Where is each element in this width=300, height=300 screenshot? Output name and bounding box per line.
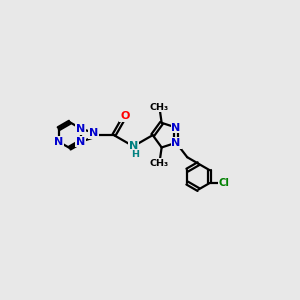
Text: Cl: Cl <box>219 178 230 188</box>
Text: N: N <box>54 136 63 147</box>
Text: N: N <box>172 138 181 148</box>
Text: H: H <box>131 150 139 159</box>
Text: N: N <box>172 122 181 133</box>
Text: N: N <box>76 136 86 147</box>
Text: O: O <box>120 111 130 121</box>
Text: N: N <box>76 124 86 134</box>
Text: CH₃: CH₃ <box>150 158 169 167</box>
Text: CH₃: CH₃ <box>150 103 169 112</box>
Text: N: N <box>129 141 138 151</box>
Text: N: N <box>88 128 98 138</box>
